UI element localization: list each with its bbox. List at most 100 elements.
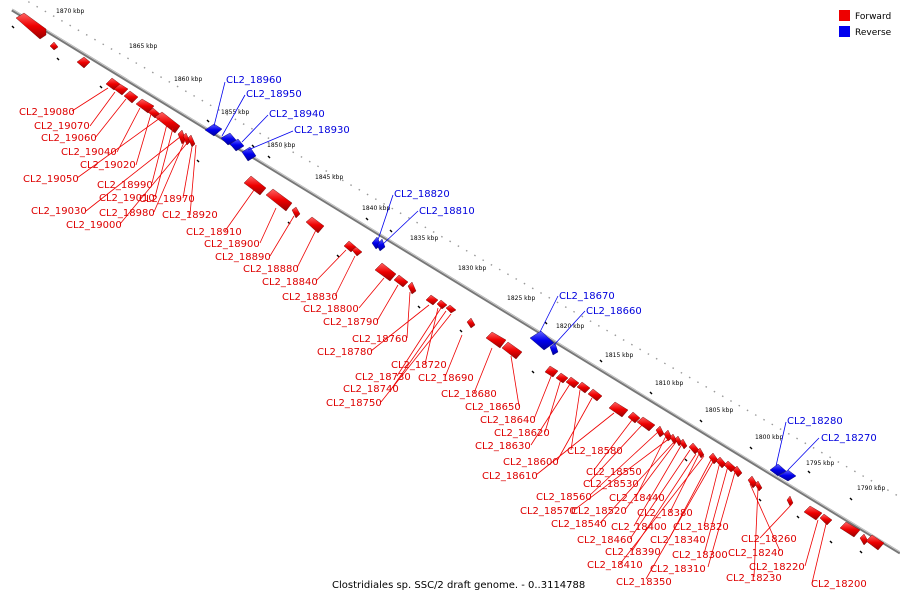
gene-arrow: [696, 447, 705, 459]
gene-arrow: [113, 83, 129, 96]
gene-arrow: [243, 175, 267, 196]
gene-arrow: [425, 294, 439, 306]
forward-gene-label: CL2_18720: [391, 360, 447, 371]
gene-arrow: [608, 401, 629, 418]
forward-gene-label: CL2_18610: [482, 471, 538, 482]
reverse-gene-label: CL2_18950: [246, 89, 302, 100]
kbp-label: 1840 kbp: [362, 205, 390, 212]
reverse-gene-label: CL2_18280: [787, 416, 843, 427]
forward-gene-label: CL2_18970: [139, 194, 195, 205]
gene-arrow: [803, 505, 823, 521]
sequence-track: [11, 8, 900, 555]
gene-arrow: [154, 111, 181, 134]
forward-gene-label: CL2_18840: [262, 277, 318, 288]
gene-arrow: [49, 41, 59, 51]
gene-arrow: [265, 188, 293, 212]
gene-arrow: [865, 534, 885, 551]
forward-gene-label: CL2_19080: [19, 107, 75, 118]
gene-arrow: [485, 331, 507, 349]
forward-gene-label: CL2_18600: [503, 457, 559, 468]
forward-gene-label: CL2_19010: [99, 193, 155, 204]
gene-arrow: [466, 317, 476, 329]
forward-gene-label: CL2_18830: [282, 292, 338, 303]
gene-arrow: [655, 425, 665, 438]
reverse-gene-label: CL2_18670: [559, 291, 615, 302]
gene-arrow: [747, 475, 758, 489]
forward-gene-label: CL2_18790: [323, 317, 379, 328]
map-caption: Clostridiales sp. SSC/2 draft genome. - …: [332, 580, 585, 591]
forward-gene-label: CL2_18340: [650, 535, 706, 546]
forward-gene-label: CL2_18620: [494, 428, 550, 439]
reverse-features: [204, 123, 797, 482]
forward-gene-label: CL2_18890: [215, 252, 271, 263]
kbp-label: 1835 kbp: [410, 235, 438, 242]
kbp-label: 1845 kbp: [315, 174, 343, 181]
gene-arrow: [708, 452, 719, 465]
forward-gene-label: CL2_18530: [583, 479, 639, 490]
gene-arrow: [374, 262, 397, 282]
gene-arrow: [819, 513, 833, 526]
forward-gene-label: CL2_18650: [465, 402, 521, 413]
forward-gene-label: CL2_18630: [475, 441, 531, 452]
forward-gene-label: CL2_18740: [343, 384, 399, 395]
forward-gene-label: CL2_18800: [303, 304, 359, 315]
gene-arrow: [688, 442, 700, 455]
reverse-gene-label: CL2_18820: [394, 189, 450, 200]
forward-gene-label: CL2_18390: [605, 547, 661, 558]
gene-arrow: [351, 246, 363, 257]
gene-arrow: [732, 465, 743, 478]
forward-gene-label: CL2_18300: [672, 550, 728, 561]
sequence-track-highlight: [11, 8, 900, 553]
kbp-label: 1825 kbp: [507, 295, 535, 302]
forward-gene-label: CL2_18350: [616, 577, 672, 588]
kbp-labels: 1870 kbp 1865 kbp 1860 kbp 1855 kbp 1850…: [56, 8, 885, 492]
forward-gene-label: CL2_18230: [726, 573, 782, 584]
gene-arrow: [636, 416, 656, 432]
gene-arrow: [786, 495, 794, 507]
gene-arrow: [241, 146, 257, 162]
gene-arrow: [565, 376, 580, 389]
forward-gene-label: CL2_18400: [611, 522, 667, 533]
gene-arrow: [549, 342, 559, 356]
kbp-label: 1795 kbp: [806, 460, 834, 467]
kbp-label: 1800 kbp: [755, 434, 783, 441]
gene-arrow: [445, 304, 457, 314]
gene-arrow: [220, 132, 237, 146]
reverse-gene-label: CL2_18660: [586, 306, 642, 317]
forward-gene-label: CL2_18540: [551, 519, 607, 530]
forward-gene-label: CL2_18690: [418, 373, 474, 384]
forward-leaders: [71, 87, 827, 584]
forward-gene-label: CL2_18320: [673, 522, 729, 533]
forward-gene-label: CL2_18410: [587, 560, 643, 571]
forward-gene-label: CL2_19020: [80, 160, 136, 171]
forward-gene-label: CL2_18750: [326, 398, 382, 409]
reverse-gene-label: CL2_18960: [226, 75, 282, 86]
legend: Forward Reverse: [839, 10, 892, 38]
forward-gene-label: CL2_19070: [34, 121, 90, 132]
legend-reverse-swatch: [839, 26, 850, 37]
forward-gene-label: CL2_18640: [480, 415, 536, 426]
gene-arrow: [187, 134, 196, 148]
ruler-line: [23, 0, 900, 498]
gene-arrow: [555, 372, 569, 384]
gene-arrow: [376, 238, 386, 252]
kbp-label: 1820 kbp: [556, 323, 584, 330]
kbp-label: 1865 kbp: [129, 43, 157, 50]
kbp-label: 1830 kbp: [458, 265, 486, 272]
forward-gene-label: CL2_18260: [741, 534, 797, 545]
reverse-leaders: [213, 81, 820, 471]
forward-gene-label: CL2_19000: [66, 220, 122, 231]
gene-arrow: [436, 299, 448, 310]
gene-arrow: [305, 216, 325, 234]
kbp-label: 1790 kbp: [857, 485, 885, 492]
gene-arrow: [769, 463, 787, 477]
forward-gene-label: CL2_18780: [317, 347, 373, 358]
gene-arrow: [123, 90, 139, 104]
gene-arrow: [501, 341, 523, 360]
gene-arrow: [135, 98, 155, 114]
forward-gene-label: CL2_18880: [243, 264, 299, 275]
gene-arrow: [407, 281, 417, 295]
forward-gene-label: CL2_18440: [609, 493, 665, 504]
gene-arrow: [15, 12, 47, 40]
